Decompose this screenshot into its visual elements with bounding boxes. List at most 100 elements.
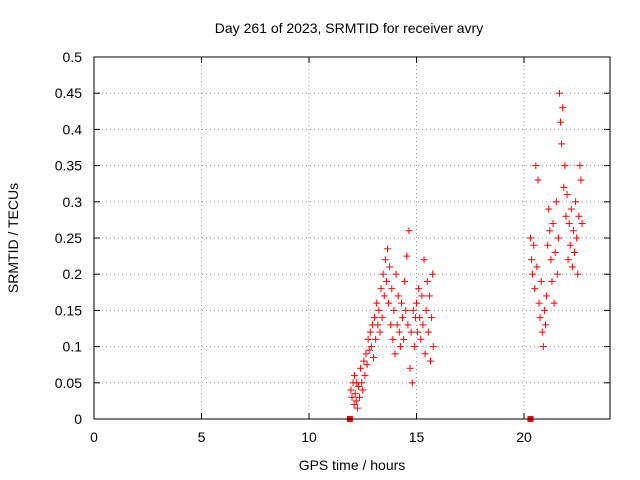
data-point bbox=[537, 277, 545, 285]
data-point bbox=[390, 306, 398, 314]
data-point bbox=[545, 205, 553, 213]
data-point bbox=[367, 343, 375, 351]
data-point bbox=[535, 299, 543, 307]
data-point bbox=[361, 372, 369, 380]
y-tick-label: 0.05 bbox=[55, 375, 82, 391]
axis-ticks bbox=[93, 56, 610, 420]
data-point bbox=[565, 220, 573, 228]
data-point bbox=[403, 252, 411, 260]
data-point bbox=[354, 382, 362, 390]
data-point bbox=[376, 328, 384, 336]
data-point bbox=[576, 162, 584, 170]
data-point bbox=[429, 270, 437, 278]
data-point bbox=[393, 321, 401, 329]
data-point bbox=[394, 292, 402, 300]
y-tick-label: 0.25 bbox=[55, 230, 82, 246]
data-point bbox=[395, 328, 403, 336]
data-point bbox=[564, 256, 572, 264]
data-point bbox=[551, 248, 559, 256]
data-point bbox=[417, 335, 425, 343]
data-point bbox=[530, 241, 538, 249]
data-point bbox=[407, 328, 415, 336]
y-axis-label: SRMTID / TECUs bbox=[5, 183, 21, 293]
data-point bbox=[538, 328, 546, 336]
data-point bbox=[358, 379, 366, 387]
data-point bbox=[531, 285, 539, 293]
data-point bbox=[574, 270, 582, 278]
data-point bbox=[396, 343, 404, 351]
x-axis-label: GPS time / hours bbox=[299, 457, 406, 473]
data-point bbox=[421, 350, 429, 358]
y-tick-label: 0.15 bbox=[55, 302, 82, 318]
x-tick-label: 15 bbox=[409, 429, 425, 445]
data-point bbox=[370, 353, 377, 361]
data-point bbox=[526, 234, 534, 242]
data-point bbox=[352, 397, 360, 405]
data-point bbox=[424, 328, 432, 336]
chart-title: Day 261 of 2023, SRMTID for receiver avr… bbox=[215, 20, 483, 36]
y-tick-label: 0.2 bbox=[63, 266, 83, 282]
grid-lines bbox=[94, 57, 610, 419]
data-point bbox=[563, 191, 571, 199]
data-point bbox=[546, 227, 554, 235]
data-point bbox=[420, 256, 428, 264]
data-point bbox=[382, 277, 390, 285]
data-point bbox=[560, 183, 568, 191]
data-point bbox=[547, 256, 555, 264]
data-point bbox=[348, 393, 356, 401]
data-point bbox=[408, 379, 416, 387]
data-point bbox=[406, 364, 414, 372]
data-point bbox=[364, 335, 372, 343]
y-tick-label: 0.4 bbox=[63, 121, 83, 137]
data-point bbox=[414, 328, 422, 336]
data-point bbox=[552, 198, 560, 206]
data-point bbox=[528, 256, 536, 264]
data-point bbox=[397, 299, 405, 307]
data-point bbox=[422, 306, 430, 314]
data-point bbox=[388, 285, 396, 293]
data-point bbox=[558, 140, 566, 148]
data-point bbox=[409, 306, 417, 314]
x-tick-label: 0 bbox=[90, 429, 98, 445]
data-point bbox=[357, 364, 365, 372]
data-point bbox=[385, 299, 393, 307]
y-tick-labels: 0 0.05 0.1 0.15 0.2 0.25 0.3 0.35 0.4 0.45 0.5 bbox=[55, 49, 82, 427]
x-tick-labels: 0 5 10 15 20 bbox=[90, 429, 532, 445]
data-point bbox=[562, 212, 570, 220]
data-point bbox=[543, 292, 551, 300]
data-point bbox=[373, 299, 381, 307]
data-point bbox=[371, 314, 379, 322]
data-point bbox=[375, 306, 383, 314]
data-point bbox=[569, 227, 577, 235]
data-point bbox=[567, 205, 575, 213]
data-point bbox=[363, 361, 371, 369]
data-point bbox=[350, 401, 358, 409]
data-point bbox=[575, 212, 583, 220]
data-point bbox=[372, 335, 380, 343]
data-point bbox=[366, 328, 374, 336]
data-point bbox=[423, 277, 431, 285]
data-point bbox=[416, 314, 424, 322]
y-tick-label: 0.1 bbox=[63, 339, 83, 355]
data-point bbox=[419, 321, 427, 329]
data-point bbox=[536, 314, 544, 322]
data-point bbox=[391, 350, 399, 358]
data-point bbox=[425, 292, 433, 300]
data-point bbox=[383, 245, 391, 253]
data-point bbox=[555, 89, 563, 97]
data-point bbox=[362, 350, 370, 358]
data-point bbox=[365, 346, 373, 354]
data-point bbox=[428, 314, 436, 322]
data-point bbox=[379, 270, 387, 278]
data-points bbox=[346, 89, 586, 422]
data-point bbox=[533, 263, 541, 271]
data-point bbox=[426, 357, 434, 365]
data-point bbox=[534, 176, 542, 184]
data-point bbox=[356, 393, 364, 401]
data-point bbox=[529, 270, 537, 278]
data-point bbox=[405, 227, 413, 235]
data-point bbox=[377, 285, 385, 293]
data-point bbox=[374, 321, 382, 329]
data-point bbox=[389, 335, 397, 343]
